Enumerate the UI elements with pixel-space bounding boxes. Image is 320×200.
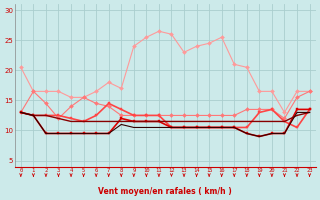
X-axis label: Vent moyen/en rafales ( km/h ): Vent moyen/en rafales ( km/h ) [98,187,232,196]
